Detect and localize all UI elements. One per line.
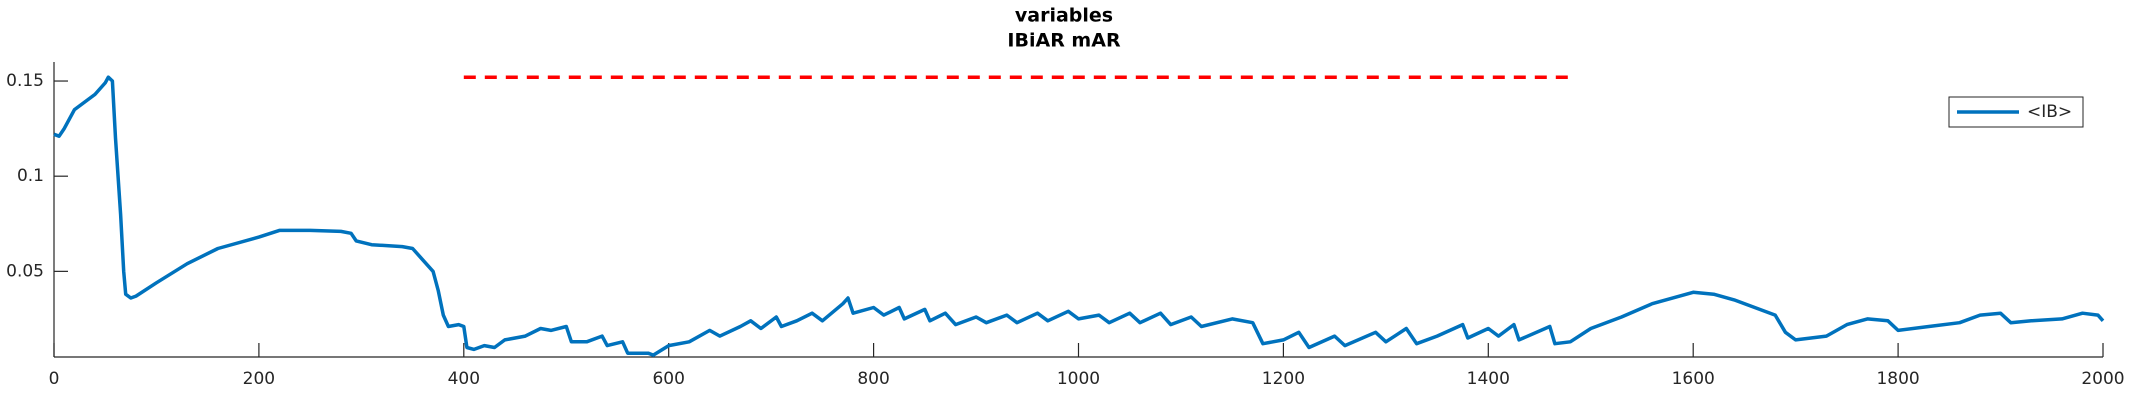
chart-title: variables <box>1015 5 1113 27</box>
x-tick-label: 1600 <box>1672 369 1715 389</box>
x-tick-label: 400 <box>448 369 480 389</box>
x-tick-label: 1200 <box>1262 369 1305 389</box>
x-tick-label: 1400 <box>1467 369 1510 389</box>
x-tick-label: 1800 <box>1876 369 1919 389</box>
x-tick-label: 600 <box>652 369 684 389</box>
x-tick-label: 200 <box>243 369 275 389</box>
chart-subtitle: IBiAR mAR <box>1007 30 1121 52</box>
y-tick-label: 0.1 <box>17 166 44 186</box>
x-tick-label: 1000 <box>1057 369 1100 389</box>
y-tick-label: 0.05 <box>6 261 44 281</box>
y-tick-label: 0.15 <box>6 71 44 91</box>
data-line <box>53 75 2105 357</box>
legend-label: <IB> <box>2027 102 2072 122</box>
x-tick-label: 2000 <box>2081 369 2124 389</box>
x-tick-label: 0 <box>49 369 60 389</box>
x-tick-label: 800 <box>857 369 889 389</box>
